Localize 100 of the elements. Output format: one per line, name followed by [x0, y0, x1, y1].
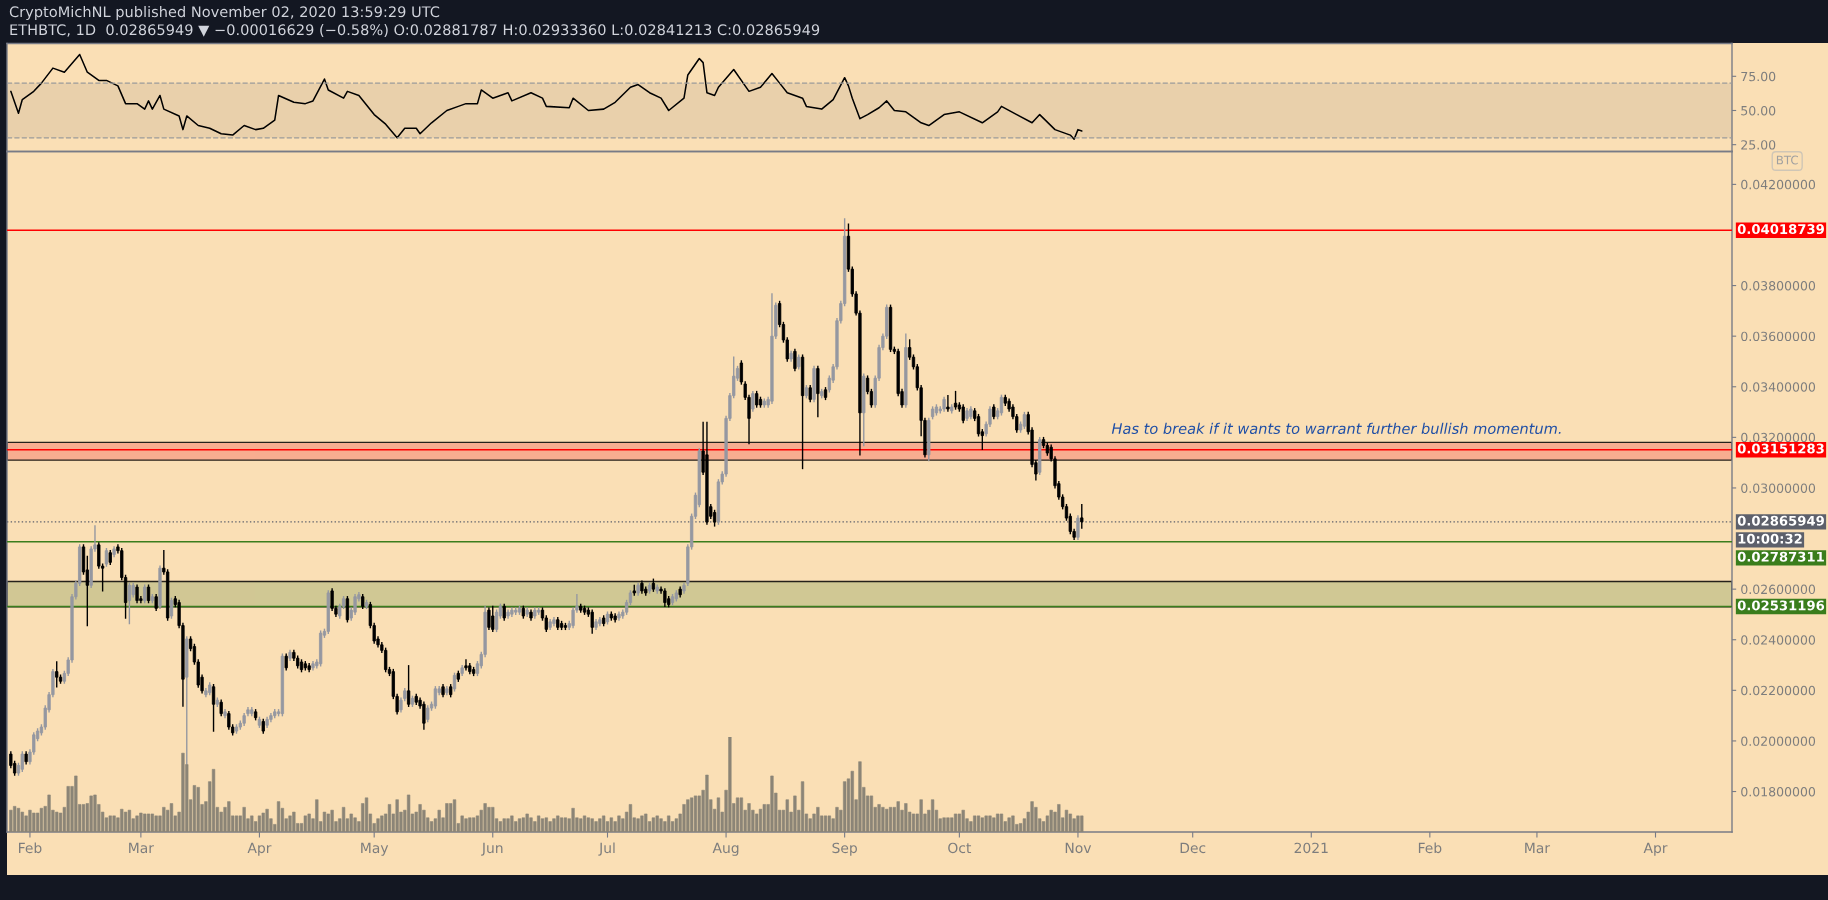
bar	[502, 818, 506, 832]
bar	[460, 815, 464, 832]
bar	[13, 806, 17, 832]
y-tick-label: 0.01800000	[1741, 787, 1816, 797]
bar	[659, 818, 663, 832]
bar	[537, 815, 541, 832]
bar	[823, 815, 828, 832]
bar	[582, 815, 587, 832]
bar	[793, 795, 797, 832]
y-tick-label: 0.02200000	[1741, 685, 1816, 696]
bar	[250, 815, 254, 832]
bar	[276, 801, 281, 832]
y-tick-label: 0.03600000	[1741, 331, 1816, 342]
bar	[292, 811, 296, 832]
bar	[364, 797, 369, 832]
bar	[150, 813, 154, 832]
candlestick	[617, 611, 621, 621]
bar	[380, 815, 384, 832]
bar	[491, 807, 495, 832]
bar	[930, 799, 935, 832]
bar	[988, 815, 992, 832]
candlestick	[506, 609, 510, 619]
y-tick-label: 0.02000000	[1741, 736, 1816, 746]
y-tick-label: 0.04200000	[1741, 179, 1816, 190]
x-tick-label: Dec	[1180, 842, 1206, 854]
y-tick-label: 0.03400000	[1741, 382, 1816, 392]
x-tick-label: Mar	[129, 842, 154, 854]
bar	[942, 817, 946, 832]
bar	[961, 809, 965, 832]
x-tick-label: Apr	[247, 842, 272, 856]
bar	[211, 769, 216, 832]
candlestick	[946, 394, 950, 412]
bar	[219, 811, 223, 832]
y-tick-label: 0.03200000	[1741, 432, 1816, 443]
bar	[1007, 817, 1011, 832]
bar	[705, 774, 709, 832]
bar	[1080, 815, 1084, 832]
bar	[602, 815, 606, 832]
candlestick	[464, 659, 468, 671]
y-tick-label: 25.00	[1741, 140, 1776, 150]
bar	[353, 817, 357, 832]
bar	[1011, 815, 1015, 832]
bar	[192, 785, 197, 832]
bar	[74, 775, 78, 832]
bar	[598, 818, 602, 832]
bar	[850, 770, 854, 832]
annotation: Has to break if it wants to warrant further bullish momentum.	[1111, 422, 1561, 435]
bar	[953, 813, 958, 832]
bar	[556, 815, 560, 832]
y-tick-label: 50.00	[1741, 105, 1776, 116]
x-tick-label: May	[361, 842, 389, 856]
bar	[261, 812, 265, 832]
bar	[418, 804, 422, 832]
bar	[869, 795, 874, 832]
candlestick	[55, 661, 59, 688]
bar	[984, 815, 988, 832]
bar	[1064, 809, 1069, 832]
bar	[636, 818, 640, 832]
bar	[843, 781, 847, 832]
bar	[35, 812, 40, 832]
bar	[571, 807, 575, 832]
bar	[858, 761, 862, 832]
line-series	[10, 53, 1083, 140]
bar	[143, 813, 147, 832]
bar	[315, 799, 319, 832]
x-tick-label: Jul	[598, 842, 615, 856]
bar	[162, 807, 166, 832]
bar	[896, 801, 900, 832]
bar	[739, 797, 743, 832]
bar	[376, 818, 380, 832]
x-tick-label: Aug	[712, 842, 739, 856]
bar	[326, 813, 330, 832]
x-tick-label: Sep	[832, 842, 857, 856]
ref-line-label: 0.03151283	[1737, 443, 1824, 454]
bar	[877, 804, 881, 832]
bar	[552, 818, 556, 832]
bar	[120, 808, 124, 832]
candlestick	[20, 751, 24, 772]
bar	[449, 803, 453, 832]
y-tick-label: 0.02400000	[1741, 635, 1816, 645]
bar	[1030, 801, 1034, 832]
bar	[911, 813, 916, 832]
bar	[349, 813, 353, 832]
bar	[827, 815, 831, 832]
bar	[93, 794, 97, 832]
bar	[950, 817, 954, 832]
bar	[976, 815, 981, 832]
x-tick-label: Feb	[19, 842, 42, 854]
bar	[387, 804, 392, 832]
x-tick-label: Oct	[948, 842, 972, 854]
bar	[146, 813, 151, 832]
bar	[728, 737, 732, 832]
candlestick	[1076, 515, 1080, 541]
bar	[135, 815, 139, 832]
bar	[112, 815, 116, 832]
bar	[758, 808, 763, 832]
bar	[885, 808, 889, 832]
bar	[227, 801, 231, 832]
ref-line-label: 0.02531196	[1737, 600, 1825, 611]
bar	[498, 821, 503, 832]
